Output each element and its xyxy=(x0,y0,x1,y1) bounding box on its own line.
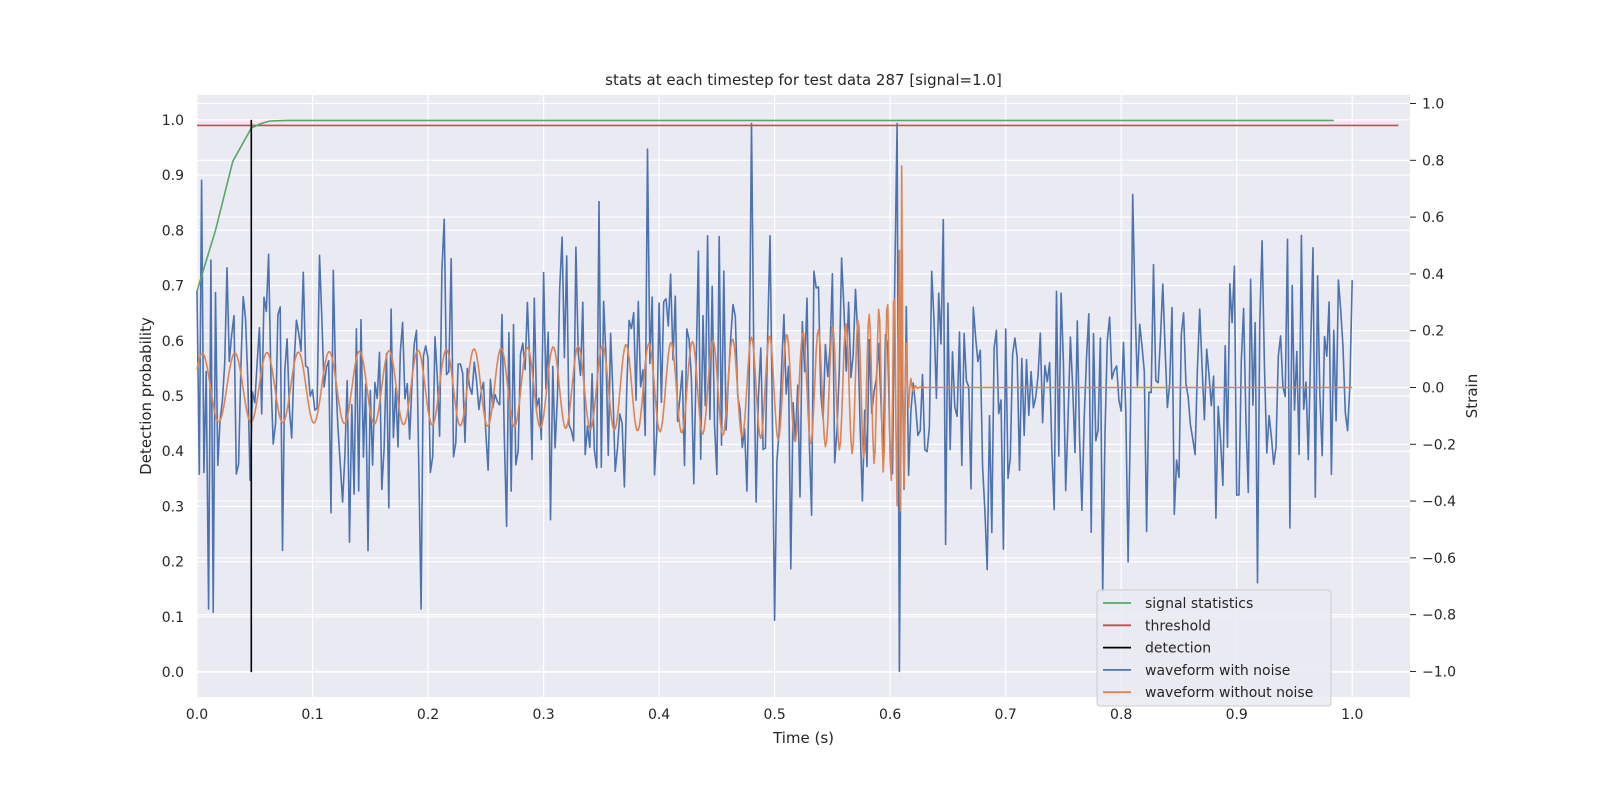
x-tick-label: 0.9 xyxy=(1226,707,1248,723)
left-y-tick-label: 0.1 xyxy=(162,610,184,626)
right-y-tick-label: 0.2 xyxy=(1422,324,1444,340)
chart-title: stats at each timestep for test data 287… xyxy=(605,71,1002,89)
x-tick-label: 0.7 xyxy=(995,707,1017,723)
left-y-tick-label: 0.3 xyxy=(162,499,184,515)
series-line-waveform-without-noise xyxy=(196,165,1353,512)
left-y-tick-label: 0.9 xyxy=(162,168,184,184)
left-y-tick-label: 1.0 xyxy=(162,113,184,129)
legend-entry-label: detection xyxy=(1145,641,1211,657)
series-line-signal-statistics xyxy=(196,119,1334,292)
x-tick-label: 0.4 xyxy=(648,707,670,723)
series-line-waveform-with-noise xyxy=(196,122,1353,673)
x-tick-label: 0.6 xyxy=(879,707,901,723)
x-tick-label: 1.0 xyxy=(1341,707,1363,723)
statistics-lines xyxy=(196,119,1399,673)
x-tick-label: 0.2 xyxy=(417,707,439,723)
right-y-tick-label: 0.4 xyxy=(1422,267,1444,283)
x-axis-ticks: 0.0 0.1 0.2 0.3 0.4 0.5 0.6 0.7 0.8 0.9 1.0 xyxy=(186,707,1364,723)
right-axis-ticks: −1.0 −0.8 −0.6 −0.4 −0.2 0.0 0.2 0.4 0.6 0.8 1.0 xyxy=(1410,97,1456,680)
right-axis-label: Strain xyxy=(1463,374,1481,418)
x-axis-label: Time (s) xyxy=(772,729,834,747)
right-y-tick-label: −0.8 xyxy=(1422,608,1456,624)
left-y-tick-label: 0.5 xyxy=(162,389,184,405)
legend: signal statistics threshold detection wavef… xyxy=(1096,589,1332,707)
left-y-tick-label: 0.4 xyxy=(162,444,184,460)
right-y-tick-label: −1.0 xyxy=(1422,664,1456,680)
right-y-tick-label: 1.0 xyxy=(1422,97,1444,113)
legend-entry-label: threshold xyxy=(1145,618,1211,634)
x-tick-label: 0.5 xyxy=(763,707,785,723)
legend-entry-label: waveform with noise xyxy=(1145,663,1290,679)
left-y-tick-label: 0.8 xyxy=(162,223,184,239)
x-tick-label: 0.0 xyxy=(186,707,208,723)
right-y-tick-label: −0.4 xyxy=(1422,494,1456,510)
x-tick-label: 0.8 xyxy=(1110,707,1132,723)
left-y-tick-label: 0.6 xyxy=(162,334,184,350)
left-y-tick-label: 0.0 xyxy=(162,665,184,681)
left-y-tick-label: 0.7 xyxy=(162,279,184,295)
x-tick-label: 0.3 xyxy=(532,707,554,723)
right-y-tick-label: −0.2 xyxy=(1422,437,1456,453)
left-axis-ticks: 0.0 0.1 0.2 0.3 0.4 0.5 0.6 0.7 0.8 0.9 1.0 xyxy=(162,113,184,681)
right-y-tick-label: 0.6 xyxy=(1422,210,1444,226)
waveforms xyxy=(196,122,1353,673)
legend-entry-label: signal statistics xyxy=(1145,596,1253,612)
right-y-tick-label: 0.8 xyxy=(1422,153,1444,169)
legend-entry-label: waveform without noise xyxy=(1145,685,1313,701)
left-y-tick-label: 0.2 xyxy=(162,555,184,571)
legend-box xyxy=(1096,589,1332,707)
left-axis-label: Detection probability xyxy=(137,317,155,475)
right-y-tick-label: −0.6 xyxy=(1422,551,1456,567)
x-tick-label: 0.1 xyxy=(301,707,323,723)
right-y-tick-label: 0.0 xyxy=(1422,380,1444,396)
